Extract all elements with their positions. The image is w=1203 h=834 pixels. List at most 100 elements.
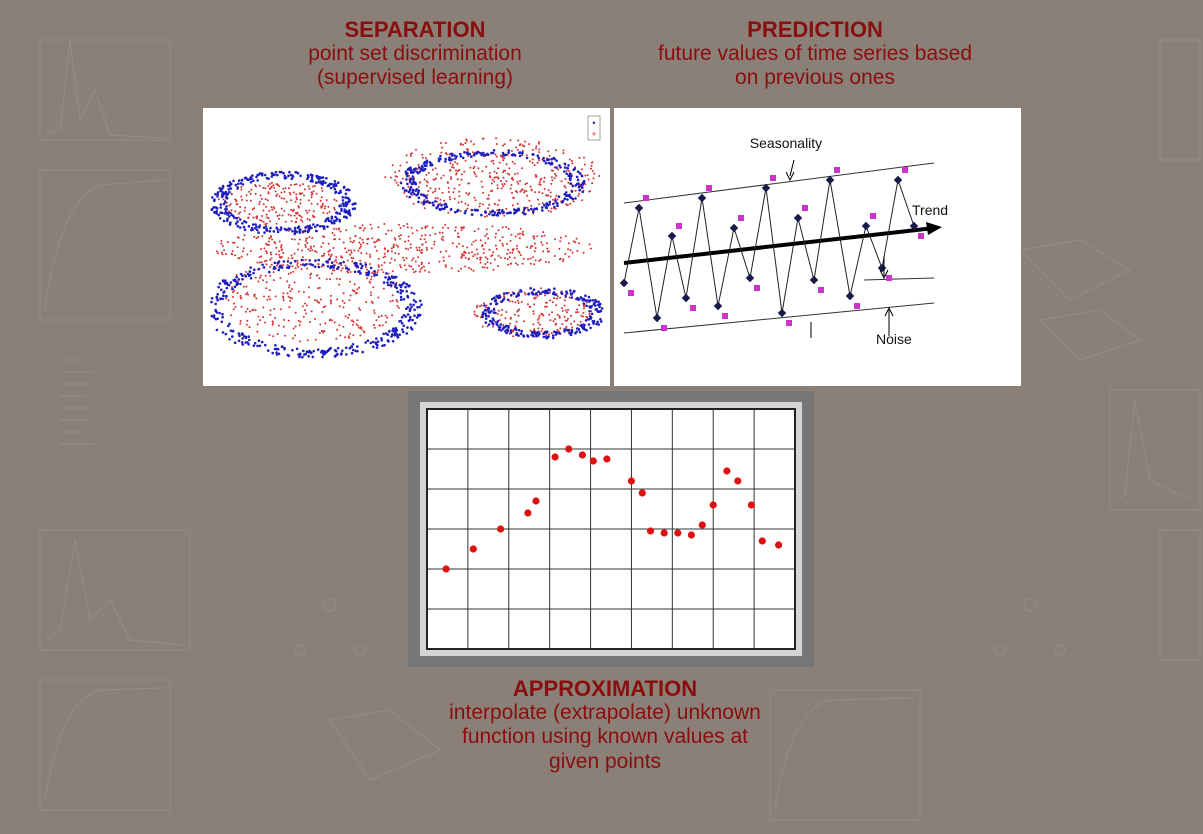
separation-point-red [477,167,480,170]
separation-point-blue [507,324,510,328]
separation-point-blue [230,213,233,216]
separation-point-red [576,311,579,314]
separation-point-blue [483,304,486,307]
separation-point-red [308,209,311,212]
separation-point-red [361,224,364,227]
separation-point-blue [213,210,216,214]
separation-point-red [217,198,220,201]
separation-point-red [332,247,335,249]
separation-point-red [499,154,502,157]
separation-point-red [538,159,540,162]
separation-point-blue [212,206,216,209]
separation-point-blue [366,339,370,342]
separation-point-red [375,319,378,322]
separation-point-red [391,270,394,273]
separation-point-red [407,235,410,238]
separation-point-red [473,196,476,199]
separation-point-red [567,308,570,311]
separation-point-red [258,256,261,259]
separation-point-red [268,187,271,190]
separation-point-blue [435,206,438,210]
separation-point-blue [600,307,604,310]
separation-point-red [383,223,386,225]
separation-point-red [389,300,392,303]
separation-legend-symbol-blue: • [592,118,595,128]
separation-point-red [402,256,405,259]
separation-point-red [499,239,502,242]
separation-point-red [245,285,248,288]
separation-point-red [517,314,520,317]
separation-point-red [387,229,390,232]
separation-point-red [366,242,369,245]
separation-point-red [561,323,564,326]
separation-point-red [517,302,520,304]
separation-point-blue [421,169,425,172]
separation-point-blue [515,295,518,298]
separation-point-red [301,220,304,223]
separation-point-red [235,200,238,203]
separation-point-blue [581,190,584,194]
separation-point-blue [589,305,592,309]
separation-point-blue [257,267,261,271]
separation-point-red [357,249,360,252]
separation-point-red [278,185,281,188]
separation-point-red [258,276,261,279]
separation-point-blue [251,228,254,231]
separation-point-blue [367,270,371,273]
separation-point-red [262,221,265,223]
separation-point-red [552,198,555,201]
separation-point-blue [322,353,325,356]
separation-point-blue [253,268,256,271]
separation-point-red [370,294,372,297]
separation-point-red [514,173,517,175]
separation-point-blue [581,181,585,185]
separation-point-red [577,195,580,197]
separation-point-red [564,235,567,238]
separation-point-red [246,308,249,310]
separation-point-blue [333,187,337,191]
separation-point-red [333,208,336,211]
separation-point-red [396,175,398,178]
separation-point-red [338,238,341,241]
separation-point-red [576,308,579,311]
separation-point-red [509,187,512,190]
separation-point-red [452,166,455,169]
separation-point-red [514,301,517,304]
separation-point-red [349,240,352,243]
separation-point-blue [339,353,343,356]
separation-point-red [563,304,566,307]
separation-point-red [451,242,454,245]
separation-point-red [378,265,380,268]
separation-point-blue [229,329,233,332]
separation-point-red [299,263,302,266]
separation-point-red [397,306,400,309]
separation-point-red [560,180,563,183]
separation-point-blue [495,322,498,325]
separation-point-blue [531,210,535,214]
separation-point-red [299,340,302,343]
separation-point-blue [499,323,503,326]
separation-point-red [444,264,447,267]
separation-point-red [516,180,519,183]
separation-point-red [517,182,520,185]
separation-point-red [302,183,304,186]
separation-point-red [448,196,451,198]
separation-point-red [321,255,323,257]
separation-point-blue [415,316,419,319]
separation-point-blue [413,308,416,312]
separation-point-red [467,266,470,269]
separation-point-red [510,149,513,152]
separation-point-red [498,199,501,202]
separation-point-blue [512,212,516,215]
separation-point-red [472,143,475,146]
separation-point-red [380,268,383,271]
separation-point-red [402,224,405,227]
separation-point-red [556,198,559,201]
separation-point-red [355,323,358,326]
separation-point-red [392,243,395,246]
separation-point-blue [407,285,410,288]
separation-point-red [521,149,524,152]
seasonality-label: Seasonality [750,135,822,151]
separation-point-blue [262,266,266,269]
separation-point-blue [484,321,488,324]
